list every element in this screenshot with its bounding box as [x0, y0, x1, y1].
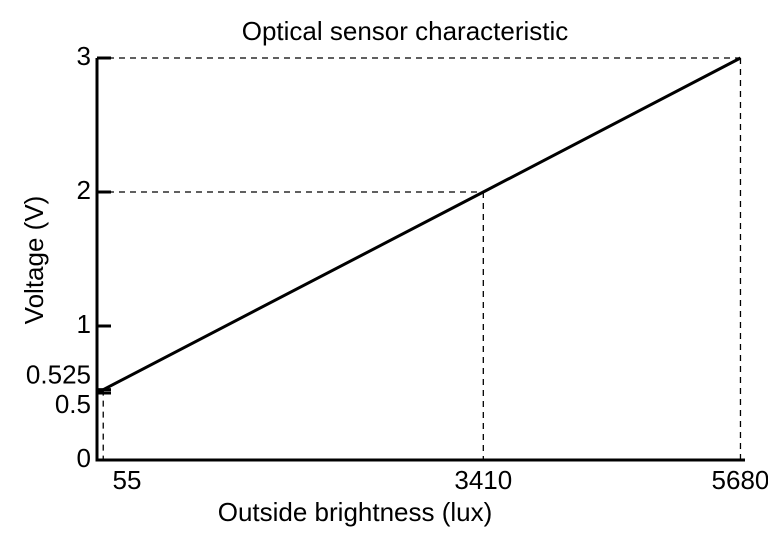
x-tick-label: 55 — [113, 465, 142, 495]
data-line — [96, 56, 742, 395]
y-tick-label: 3 — [77, 41, 91, 71]
y-tick-label: 0.525 — [26, 360, 91, 390]
y-tick-label: 0.5 — [55, 389, 91, 419]
y-axis-label: Voltage (V) — [19, 196, 49, 325]
x-axis-label: Outside brightness (lux) — [218, 497, 493, 527]
y-tick-label: 0 — [77, 443, 91, 473]
chart-title: Optical sensor characteristic — [242, 16, 569, 46]
x-tick-label: 5680 — [712, 465, 768, 495]
y-tick-label: 2 — [77, 175, 91, 205]
x-tick-label: 3410 — [454, 465, 512, 495]
y-tick-label: 1 — [77, 309, 91, 339]
